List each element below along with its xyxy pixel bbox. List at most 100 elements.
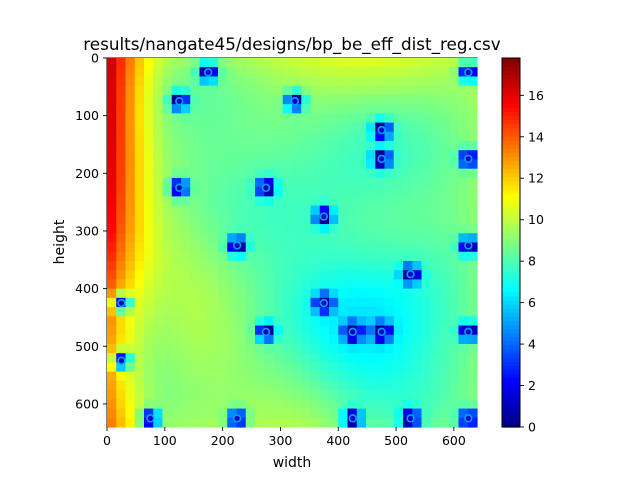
heatmap-cell — [440, 168, 450, 179]
heatmap-cell — [421, 122, 432, 133]
heatmap-cell — [255, 113, 265, 124]
heatmap-cell — [356, 94, 367, 105]
heatmap-cell — [458, 214, 469, 225]
heatmap-cell — [403, 380, 413, 391]
heatmap-cell — [190, 270, 201, 280]
heatmap-cell — [218, 205, 228, 216]
heatmap-cell — [236, 270, 247, 280]
heatmap-cell — [440, 399, 450, 410]
heatmap-cell — [347, 371, 358, 382]
heatmap-cell — [393, 334, 404, 345]
heatmap-cell — [218, 122, 228, 133]
heatmap-cell — [310, 122, 321, 133]
heatmap-cell — [458, 390, 469, 400]
heatmap-cell — [199, 371, 210, 382]
heatmap-cell — [449, 307, 460, 317]
x-axis: 0 100 200 300 400 500 600 — [103, 427, 466, 448]
heatmap-cell — [273, 353, 284, 364]
heatmap-cell — [227, 214, 238, 225]
heatmap-cell — [421, 141, 432, 151]
heatmap-cell — [329, 417, 339, 428]
heatmap-cell — [190, 76, 201, 87]
heatmap-cell — [393, 122, 404, 133]
heatmap-cell — [356, 251, 367, 262]
heatmap-cell — [107, 122, 117, 133]
heatmap-cell — [467, 279, 478, 290]
heatmap-cell — [430, 104, 441, 114]
heatmap-cell — [449, 380, 460, 391]
heatmap-cell — [236, 113, 247, 124]
heatmap-cell — [208, 288, 219, 299]
heatmap-cell — [227, 159, 238, 170]
colorbar-segment — [502, 172, 520, 178]
heatmap-cell — [366, 260, 376, 271]
heatmap-cell — [338, 316, 349, 327]
heatmap-cell — [375, 297, 386, 308]
heatmap-cell — [384, 242, 395, 253]
heatmap-cell — [199, 58, 210, 68]
heatmap-cell — [440, 113, 450, 124]
heatmap-cell — [393, 150, 404, 161]
heatmap-cell — [356, 316, 367, 327]
heatmap-cell — [375, 380, 386, 391]
heatmap-cell — [467, 58, 478, 68]
heatmap-cell — [347, 353, 358, 364]
heatmap-cell — [236, 94, 247, 105]
heatmap-cell — [384, 417, 395, 428]
heatmap-cell — [403, 417, 413, 428]
heatmap-cell — [134, 417, 145, 428]
heatmap-cell — [412, 288, 423, 299]
heatmap-cell — [181, 58, 191, 68]
heatmap-cell — [144, 76, 154, 87]
heatmap-cell — [144, 380, 154, 391]
heatmap-cell — [208, 94, 219, 105]
heatmap-cell — [181, 150, 191, 161]
heatmap-cell — [107, 141, 117, 151]
heatmap-cell — [292, 168, 302, 179]
heatmap-cell — [449, 297, 460, 308]
heatmap-cell — [190, 343, 201, 354]
heatmap-cell — [421, 76, 432, 87]
heatmap-cell — [171, 187, 182, 197]
heatmap-cell — [227, 85, 238, 96]
heatmap-cell — [403, 122, 413, 133]
heatmap-cell — [458, 380, 469, 391]
minimum-point — [465, 415, 471, 421]
heatmap-cell — [264, 214, 275, 225]
heatmap-cell — [107, 233, 117, 244]
heatmap-cell — [107, 251, 117, 262]
heatmap-cell — [199, 408, 210, 419]
colorbar-tick-label: 0 — [528, 420, 536, 435]
heatmap-cell — [116, 325, 127, 336]
heatmap-cell — [458, 205, 469, 216]
heatmap-cell — [199, 334, 210, 345]
heatmap-cell — [393, 408, 404, 419]
heatmap-cell — [162, 343, 173, 354]
heatmap-cell — [440, 177, 450, 188]
colorbar-segment — [502, 193, 520, 198]
heatmap-cell — [310, 316, 321, 327]
heatmap-cell — [393, 297, 404, 308]
heatmap-cell — [412, 150, 423, 161]
heatmap-cell — [236, 390, 247, 400]
colorbar-segment — [502, 263, 520, 268]
heatmap-cell — [467, 325, 478, 336]
heatmap-cell — [227, 353, 238, 364]
heatmap-cell — [255, 85, 265, 96]
heatmap-cell — [421, 325, 432, 336]
heatmap-cell — [282, 104, 293, 114]
heatmap-cell — [393, 67, 404, 78]
heatmap-cell — [292, 408, 302, 419]
heatmap-cell — [430, 205, 441, 216]
heatmap-cell — [347, 279, 358, 290]
heatmap-cell — [329, 353, 339, 364]
heatmap-cell — [181, 297, 191, 308]
heatmap-cell — [134, 141, 145, 151]
heatmap-cell — [116, 67, 127, 78]
heatmap-cell — [393, 196, 404, 207]
heatmap-cell — [144, 371, 154, 382]
heatmap-cell — [255, 224, 265, 234]
heatmap-cell — [199, 251, 210, 262]
heatmap-cell — [264, 159, 275, 170]
